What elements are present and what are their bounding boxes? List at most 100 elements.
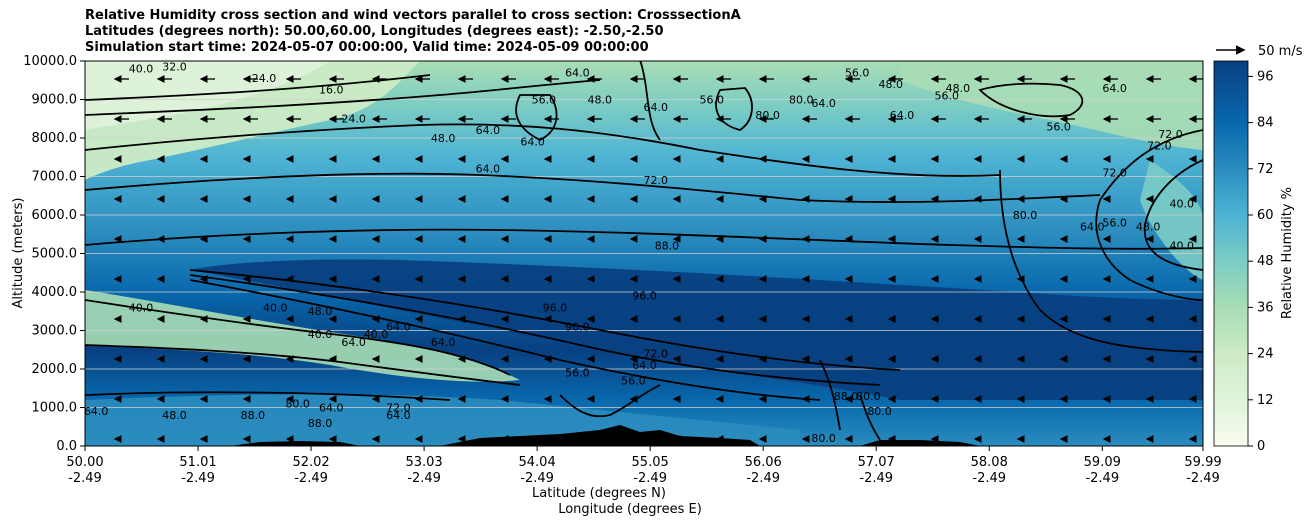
- x-tick-label-lon: -2.49: [294, 471, 328, 486]
- terrain: [230, 425, 980, 446]
- contour-line: [189, 274, 881, 386]
- contour-label: 40.0: [263, 301, 288, 314]
- y-tick-label: 5000.0: [32, 247, 78, 262]
- contour-label: 56.0: [934, 90, 959, 103]
- y-tick-label: 1000.0: [32, 401, 78, 416]
- contour-label: 96.0: [565, 321, 590, 334]
- contour-label: 88.0: [308, 417, 333, 430]
- x-tick-label-lon: -2.49: [746, 471, 780, 486]
- x-tick-label-lat: 58.08: [971, 455, 1008, 470]
- contour-label: 72.0: [1147, 140, 1172, 153]
- x-tick-label-lat: 57.07: [858, 455, 895, 470]
- contour-label: 80.0: [1013, 209, 1038, 222]
- y-tick-label: 0.0: [56, 439, 77, 454]
- x-tick-label-lon: -2.49: [520, 471, 554, 486]
- x-tick-label-lon: -2.49: [181, 471, 215, 486]
- mid-level-dry-wedge: [85, 290, 520, 382]
- contour-label: 88.0: [655, 240, 680, 253]
- colorbar-tick-label: 24: [1257, 347, 1274, 362]
- contour-label: 48.0: [308, 305, 333, 318]
- contour-label: 64.0: [565, 66, 590, 79]
- x-tick-label-lon: -2.49: [972, 471, 1006, 486]
- contour-label: 64.0: [386, 409, 411, 422]
- x-axis-label: Latitude (degrees N): [532, 486, 666, 501]
- dry-region-right-edge: [1140, 160, 1203, 280]
- x-tick-label-lon: -2.49: [1085, 471, 1119, 486]
- contour-label: 80.0: [856, 390, 881, 403]
- contour-label: 56.0: [1102, 217, 1127, 230]
- contour-line: [85, 79, 601, 116]
- y-tick-label: 7000.0: [32, 170, 78, 185]
- contour-label: 32.0: [162, 61, 187, 74]
- contour-label: 64.0: [386, 321, 411, 334]
- contour-line: [85, 228, 1203, 250]
- x-tick-label-lat: 53.03: [405, 455, 442, 470]
- contour-line: [85, 123, 1001, 177]
- x-tick-label-lat: 52.02: [292, 455, 329, 470]
- colorbar-tick-label: 96: [1257, 69, 1274, 84]
- contour-label: 80.0: [789, 93, 814, 106]
- colorbar: 0 12 24 36 48 60 72 84 96 Relative Humidity %: [1213, 60, 1295, 454]
- contour-line: [819, 359, 841, 431]
- colorbar-tick-label: 12: [1257, 393, 1274, 408]
- contour-label: 64.0: [319, 401, 344, 414]
- contour-label: 88.0: [834, 390, 859, 403]
- contour-label: 56.0: [565, 367, 590, 380]
- x-tick-label-lon: -2.49: [1186, 471, 1220, 486]
- contour-label: 72.0: [1158, 128, 1183, 141]
- dry-region-upper-right: [900, 61, 1203, 150]
- contour-label: 64.0: [476, 163, 501, 176]
- quiver-key-label: 50 m/s: [1258, 44, 1303, 59]
- colorbar-label: Relative Humidity %: [1280, 187, 1295, 319]
- contour-label: 72.0: [1102, 167, 1127, 180]
- contour-label: 48.0: [879, 78, 904, 91]
- x-tick-label-lat: 50.00: [66, 455, 103, 470]
- x-tick-label-lon: -2.49: [407, 471, 441, 486]
- contour-line: [1143, 159, 1203, 271]
- contour-label: 64.0: [476, 124, 501, 137]
- colorbar-tick-label: 36: [1257, 300, 1274, 315]
- contour-label: 64.0: [520, 136, 545, 149]
- contour-label: 80.0: [755, 109, 780, 122]
- x-axis-label-secondary: Longitude (degrees E): [558, 502, 702, 517]
- contour-line: [189, 269, 901, 371]
- contour-line: [85, 344, 521, 386]
- quiver-key: 50 m/s: [1216, 44, 1303, 59]
- wind-vectors: [113, 75, 1203, 443]
- contour-line: [85, 74, 431, 101]
- contour-label: 64.0: [341, 336, 366, 349]
- x-tick-label-lon: -2.49: [68, 471, 102, 486]
- contour-label: 72.0: [644, 174, 669, 187]
- x-tick-label-lat: 56.06: [745, 455, 782, 470]
- colorbar-tick-label: 84: [1257, 116, 1274, 131]
- contour-line: [559, 384, 661, 418]
- contour-label: 56.0: [1046, 120, 1071, 133]
- contour-label: 56.0: [699, 93, 724, 106]
- contour-label: 56.0: [532, 93, 557, 106]
- contour-label: 40.0: [1169, 240, 1194, 253]
- x-tick-label-lon: -2.49: [633, 471, 667, 486]
- y-tick-label: 9000.0: [32, 93, 78, 108]
- colorbar-tick-label: 0: [1257, 439, 1265, 454]
- colorbar-tick-label: 60: [1257, 208, 1274, 223]
- contour-label: 96.0: [543, 301, 568, 314]
- contour-label: 80.0: [811, 432, 836, 445]
- y-tick-label: 3000.0: [32, 324, 78, 339]
- y-tick-label: 10000.0: [23, 54, 77, 69]
- contour-label: 80.0: [867, 405, 892, 418]
- contour-line: [999, 169, 1203, 353]
- contour-label: 72.0: [386, 401, 411, 414]
- contour-label: 40.0: [364, 328, 389, 341]
- contour-label: 48.0: [588, 93, 613, 106]
- x-axis: 50.00-2.4951.01-2.4952.02-2.4953.03-2.49…: [66, 446, 1222, 486]
- contour-label: 64.0: [632, 359, 657, 372]
- y-tick-label: 2000.0: [32, 362, 78, 377]
- contour-label: 64.0: [431, 336, 456, 349]
- contour-label: 64.0: [644, 101, 669, 114]
- x-tick-label-lat: 59.99: [1184, 455, 1221, 470]
- contour-label: 48.0: [1136, 220, 1161, 233]
- y-tick-label: 4000.0: [32, 285, 78, 300]
- contour-label: 64.0: [84, 405, 109, 418]
- contour-label: 48.0: [162, 409, 187, 422]
